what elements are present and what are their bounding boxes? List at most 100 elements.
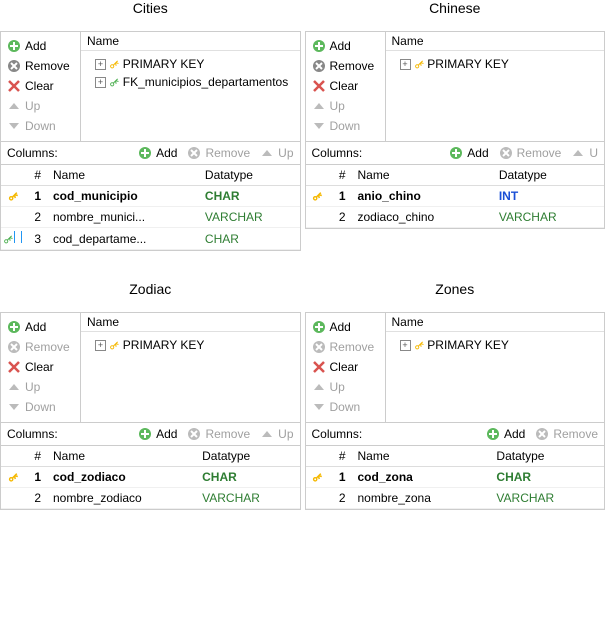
col-header-name[interactable]: Name (47, 446, 196, 467)
pk-key-icon: ⚷ (310, 470, 325, 485)
col-header-hash[interactable]: # (25, 446, 47, 467)
column-datatype: VARCHAR (199, 207, 300, 228)
key-icon: ⚷ (412, 338, 427, 353)
keys-toolbar: AddRemoveClearUpDown (1, 32, 81, 141)
columns-up-button[interactable]: U (571, 146, 598, 160)
expand-icon[interactable]: + (400, 59, 411, 70)
keys-list-box: Name+⚷PRIMARY KEY (81, 313, 300, 422)
add-button[interactable]: Add (1, 36, 80, 56)
plus-icon (138, 146, 152, 160)
clear-button[interactable]: Clear (306, 357, 385, 377)
columns-add-button[interactable]: Add (486, 427, 525, 441)
add-button[interactable]: Add (306, 36, 385, 56)
column-row[interactable]: 2nombre_zodiacoVARCHAR (1, 488, 300, 509)
columns-remove-button[interactable]: Remove (499, 146, 562, 160)
clear-icon (7, 79, 21, 93)
keys-list: +⚷PRIMARY KEY (386, 51, 605, 141)
columns-add-button[interactable]: Add (449, 146, 488, 160)
key-label: PRIMARY KEY (123, 338, 205, 352)
col-header-datatype[interactable]: Datatype (196, 446, 299, 467)
columns-panel: Columns: Add Remove Up#NameDatatype⚷1cod… (0, 142, 301, 251)
panel-title: Cities (0, 0, 301, 16)
column-row[interactable]: ⚷1cod_municipioCHAR (1, 186, 300, 207)
columns-remove-button[interactable]: Remove (187, 427, 250, 441)
key-icon: ⚷ (107, 75, 122, 90)
up-button[interactable]: Up (306, 96, 385, 116)
columns-up-button[interactable]: Up (260, 146, 293, 160)
col-header-datatype[interactable]: Datatype (490, 446, 604, 467)
up-arrow-icon (571, 146, 585, 160)
columns-up-button[interactable]: Up (260, 427, 293, 441)
expand-icon[interactable]: + (95, 59, 106, 70)
remove-icon (535, 427, 549, 441)
remove-button[interactable]: Remove (306, 337, 385, 357)
column-name: nombre_munici... (47, 207, 199, 228)
column-row[interactable]: ⚷1cod_zonaCHAR (306, 467, 605, 488)
columns-add-button[interactable]: Add (138, 427, 177, 441)
up-button[interactable]: Up (1, 377, 80, 397)
remove-icon (187, 427, 201, 441)
key-label: PRIMARY KEY (123, 57, 205, 71)
column-row[interactable]: ⚷3cod_departame...CHAR (1, 228, 300, 250)
columns-remove-button[interactable]: Remove (187, 146, 250, 160)
column-row[interactable]: 2nombre_munici...VARCHAR (1, 207, 300, 228)
keys-toolbar: AddRemoveClearUpDown (1, 313, 81, 422)
column-number: 2 (330, 207, 352, 228)
column-row[interactable]: 2zodiaco_chinoVARCHAR (306, 207, 605, 228)
key-label: PRIMARY KEY (427, 57, 509, 71)
column-datatype: CHAR (199, 228, 300, 250)
expand-icon[interactable]: + (95, 340, 106, 351)
down-button[interactable]: Down (1, 116, 80, 136)
remove-button[interactable]: Remove (1, 56, 80, 76)
columns-panel: Columns: Add Remove#NameDatatype⚷1cod_zo… (305, 423, 605, 510)
clear-button[interactable]: Clear (306, 76, 385, 96)
column-row[interactable]: ⚷1cod_zodiacoCHAR (1, 467, 300, 488)
key-item[interactable]: +⚷PRIMARY KEY (392, 336, 599, 354)
column-number: 1 (25, 186, 47, 207)
clear-button[interactable]: Clear (1, 357, 80, 377)
remove-button[interactable]: Remove (306, 56, 385, 76)
columns-toolbar: Columns: Add Remove Up (1, 142, 300, 165)
col-header-name[interactable]: Name (352, 165, 493, 186)
up-button[interactable]: Up (306, 377, 385, 397)
down-button[interactable]: Down (1, 397, 80, 417)
clear-button[interactable]: Clear (1, 76, 80, 96)
add-button[interactable]: Add (306, 317, 385, 337)
col-header-datatype[interactable]: Datatype (199, 165, 300, 186)
add-button[interactable]: Add (1, 317, 80, 337)
down-button[interactable]: Down (306, 116, 385, 136)
expand-icon[interactable]: + (95, 77, 106, 88)
column-number: 2 (25, 207, 47, 228)
panel-title: Zodiac (0, 281, 301, 297)
columns-add-button[interactable]: Add (138, 146, 177, 160)
columns-remove-button[interactable]: Remove (535, 427, 598, 441)
column-number: 3 (25, 228, 47, 250)
col-header-hash[interactable]: # (330, 165, 352, 186)
key-item[interactable]: +⚷PRIMARY KEY (392, 55, 599, 73)
up-arrow-icon (260, 427, 274, 441)
remove-button[interactable]: Remove (1, 337, 80, 357)
column-number: 2 (330, 488, 352, 509)
pk-key-icon: ⚷ (310, 189, 325, 204)
columns-toolbar: Columns: Add Remove Up (1, 423, 300, 446)
column-name: anio_chino (352, 186, 493, 207)
plus-icon (7, 320, 21, 334)
col-header-hash[interactable]: # (25, 165, 47, 186)
key-item[interactable]: +⚷PRIMARY KEY (87, 55, 294, 73)
up-button[interactable]: Up (1, 96, 80, 116)
col-header-hash[interactable]: # (330, 446, 352, 467)
column-name: cod_zodiaco (47, 467, 196, 488)
column-name: nombre_zona (352, 488, 491, 509)
down-button[interactable]: Down (306, 397, 385, 417)
keys-header: Name (81, 32, 300, 51)
col-header-datatype[interactable]: Datatype (493, 165, 604, 186)
expand-icon[interactable]: + (400, 340, 411, 351)
column-number: 1 (330, 467, 352, 488)
column-row[interactable]: 2nombre_zonaVARCHAR (306, 488, 605, 509)
clear-icon (7, 360, 21, 374)
col-header-name[interactable]: Name (47, 165, 199, 186)
key-item[interactable]: +⚷FK_municipios_departamentos (87, 73, 294, 91)
column-row[interactable]: ⚷1anio_chinoINT (306, 186, 605, 207)
key-item[interactable]: +⚷PRIMARY KEY (87, 336, 294, 354)
col-header-name[interactable]: Name (352, 446, 491, 467)
